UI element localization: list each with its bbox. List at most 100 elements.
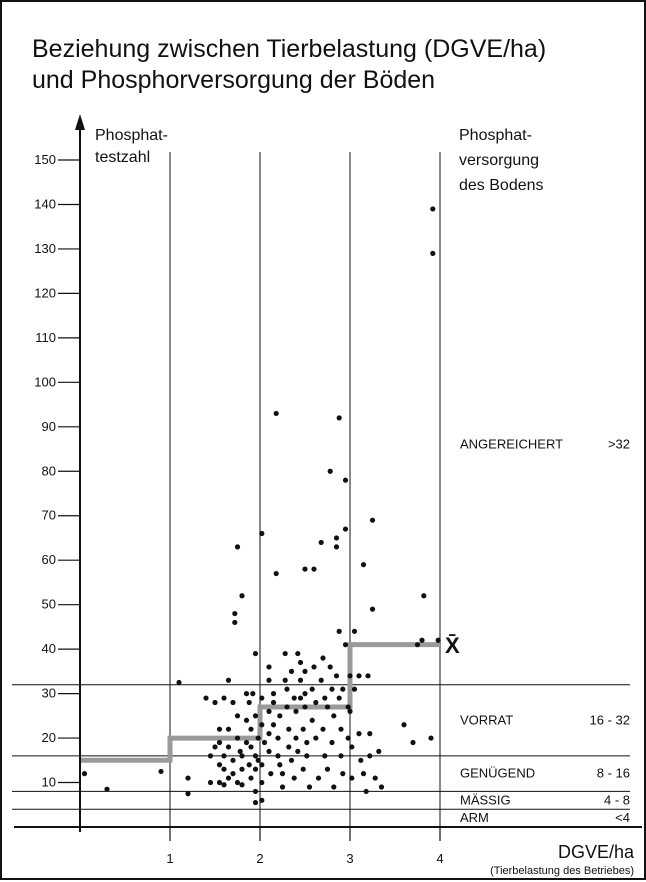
zone-range-4: <4 xyxy=(615,810,630,825)
zone-label-4: ARM xyxy=(460,810,489,825)
zone-range-2: 8 - 16 xyxy=(597,766,630,781)
data-point-89 xyxy=(293,735,299,741)
data-point-25 xyxy=(230,771,236,777)
data-point-34 xyxy=(239,753,245,759)
data-point-21 xyxy=(225,744,232,750)
data-point-116 xyxy=(322,753,328,759)
data-point-99 xyxy=(302,691,308,697)
y-axis-ticks: 10 20 30 40 50 60 70 80 90 100 110 120 130 140 150 xyxy=(34,152,80,790)
data-point-43 xyxy=(248,744,254,750)
data-point-17 xyxy=(221,782,227,788)
data-point-69 xyxy=(270,722,277,728)
data-point-166 xyxy=(430,250,436,256)
data-point-158 xyxy=(376,748,382,755)
data-point-67 xyxy=(270,691,277,697)
zone-label-2: GENÜGEND xyxy=(460,766,535,781)
zone-labels: ANGEREICHERT >32 VORRAT 16 - 32 GENÜGEND 8 - … xyxy=(460,437,630,826)
zone-range-1: 16 - 32 xyxy=(590,712,630,727)
data-point-149 xyxy=(360,562,367,568)
data-point-154 xyxy=(367,731,373,737)
data-point-95 xyxy=(300,726,306,732)
data-point-153 xyxy=(367,753,373,759)
data-point-65 xyxy=(266,748,272,755)
data-point-103 xyxy=(306,784,313,790)
data-point-71 xyxy=(273,570,279,577)
data-point-97 xyxy=(302,566,308,572)
data-point-45 xyxy=(250,691,256,697)
x-tick-label-1: 1 xyxy=(166,851,173,866)
y-tick-label-140: 140 xyxy=(34,196,56,211)
data-point-142 xyxy=(349,744,355,750)
data-point-161 xyxy=(410,739,416,746)
data-point-58 xyxy=(259,779,265,786)
data-point-44 xyxy=(248,775,254,781)
data-point-38 xyxy=(243,717,250,723)
grid-lines xyxy=(12,152,630,827)
data-point-52 xyxy=(255,735,261,741)
data-point-144 xyxy=(351,686,358,692)
data-point-51 xyxy=(252,799,259,806)
zone-range-3: 4 - 8 xyxy=(604,792,630,807)
data-point-94 xyxy=(297,695,304,701)
data-point-7 xyxy=(207,753,214,759)
data-point-31 xyxy=(234,779,241,786)
data-point-24 xyxy=(230,757,236,763)
data-point-12 xyxy=(216,762,223,768)
data-point-129 xyxy=(336,628,342,634)
zone-label-1: VORRAT xyxy=(460,712,513,727)
zone-range-0: >32 xyxy=(608,437,630,452)
data-point-30 xyxy=(234,735,241,741)
data-point-132 xyxy=(338,753,344,759)
data-point-91 xyxy=(295,748,301,755)
mean-step-line xyxy=(80,642,440,763)
y-axis-arrow-icon xyxy=(75,114,85,130)
data-point-39 xyxy=(243,739,250,746)
data-point-163 xyxy=(419,637,425,643)
y-tick-label-30: 30 xyxy=(42,686,56,701)
data-point-121 xyxy=(329,686,335,692)
data-point-8 xyxy=(207,779,214,786)
data-point-57 xyxy=(259,762,265,768)
data-point-9 xyxy=(212,699,218,706)
y-tick-label-70: 70 xyxy=(42,508,56,523)
x-tick-label-3: 3 xyxy=(346,851,353,866)
data-point-130 xyxy=(336,695,342,701)
data-point-135 xyxy=(342,526,349,532)
data-point-134 xyxy=(340,771,346,777)
x-axis-sublabel: (Tierbelastung des Betriebes) xyxy=(490,865,634,877)
data-point-22 xyxy=(225,775,232,781)
data-point-131 xyxy=(338,726,344,732)
x-axis-ticks: 1 2 3 4 xyxy=(166,827,444,866)
data-point-27 xyxy=(232,610,238,617)
data-point-119 xyxy=(327,468,333,474)
data-point-107 xyxy=(311,664,317,670)
data-point-10 xyxy=(212,744,218,750)
data-point-72 xyxy=(275,735,281,741)
data-point-26 xyxy=(234,544,241,550)
data-point-157 xyxy=(372,775,378,781)
data-point-150 xyxy=(360,771,367,777)
data-point-2 xyxy=(158,768,164,775)
data-point-133 xyxy=(340,686,346,692)
data-point-124 xyxy=(331,784,337,790)
data-point-105 xyxy=(309,686,315,692)
data-point-148 xyxy=(358,757,364,763)
data-point-41 xyxy=(246,762,252,768)
data-point-73 xyxy=(275,753,281,759)
data-point-35 xyxy=(239,766,245,772)
y-axis-label-line-2: testzahl xyxy=(95,149,150,166)
data-point-6 xyxy=(203,695,209,701)
y-tick-label-50: 50 xyxy=(42,597,56,612)
data-point-29 xyxy=(234,713,241,719)
data-point-37 xyxy=(243,691,250,697)
mean-symbol: X̄ xyxy=(445,633,460,658)
data-point-4 xyxy=(185,775,191,781)
data-point-79 xyxy=(282,677,288,683)
data-point-68 xyxy=(270,699,277,706)
data-point-165 xyxy=(428,735,434,741)
data-point-138 xyxy=(345,704,351,710)
y-tick-label-20: 20 xyxy=(42,730,56,745)
y-tick-label-130: 130 xyxy=(34,241,56,256)
data-point-74 xyxy=(277,713,283,719)
